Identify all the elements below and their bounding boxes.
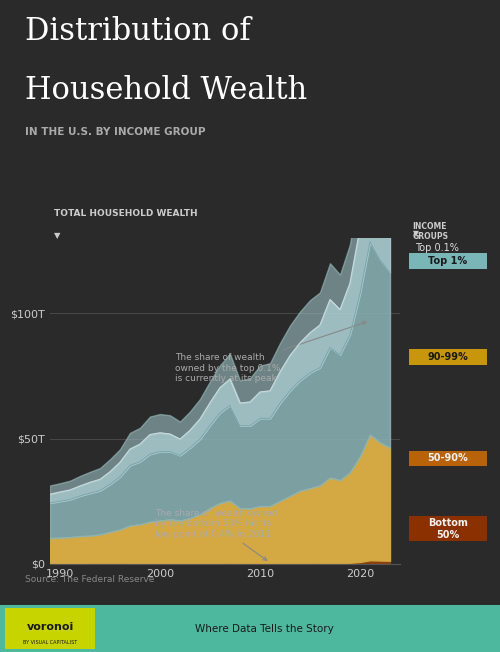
Text: ▼: ▼ xyxy=(54,231,60,241)
Text: Source: The Federal Reserve: Source: The Federal Reserve xyxy=(25,575,154,584)
Text: 90-99%: 90-99% xyxy=(428,352,468,363)
Text: 50-90%: 50-90% xyxy=(428,453,468,464)
Text: Distribution of: Distribution of xyxy=(25,16,250,48)
Text: Household Wealth: Household Wealth xyxy=(25,75,307,106)
Text: ▼: ▼ xyxy=(412,229,418,238)
Text: INCOME
GROUPS: INCOME GROUPS xyxy=(412,222,448,241)
Text: The share of wealth
owned by the top 0.1%
is currently at its peak: The share of wealth owned by the top 0.1… xyxy=(175,321,366,383)
Text: IN THE U.S. BY INCOME GROUP: IN THE U.S. BY INCOME GROUP xyxy=(25,127,206,137)
Text: TOTAL HOUSEHOLD WEALTH: TOTAL HOUSEHOLD WEALTH xyxy=(54,209,197,218)
Text: Top 0.1%: Top 0.1% xyxy=(415,243,459,253)
Text: Top 1%: Top 1% xyxy=(428,256,468,266)
Text: The share of wealth owned
by the bottom 50% hit its
low point of 0.4% in 2011: The share of wealth owned by the bottom … xyxy=(155,509,278,560)
Text: Bottom
50%: Bottom 50% xyxy=(428,518,468,540)
Text: voronoi: voronoi xyxy=(26,621,74,632)
Text: Where Data Tells the Story: Where Data Tells the Story xyxy=(195,623,334,634)
Text: BY VISUAL CAPITALIST: BY VISUAL CAPITALIST xyxy=(23,640,77,645)
